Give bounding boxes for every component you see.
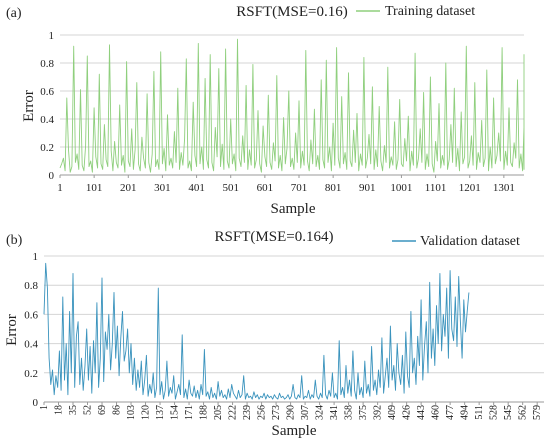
x-tick-label: 101: [86, 182, 103, 194]
x-tick-label: 171: [184, 405, 195, 420]
x-tick-label: 205: [213, 405, 224, 420]
x-tick-label: 273: [271, 405, 282, 420]
x-tick-label: 443: [416, 405, 427, 420]
chart-panel-a: (a) RSFT(MSE=0.16) Training dataset Erro…: [6, 4, 525, 217]
x-tick-label: 86: [112, 405, 123, 415]
x-tick-label: 1301: [493, 182, 515, 194]
x-tick-label: 103: [126, 405, 137, 420]
series-training: [59, 38, 525, 173]
x-tick-label: 901: [359, 182, 376, 194]
y-tick-label: 0.2: [40, 142, 54, 154]
panel-label-a: (a): [6, 6, 22, 21]
y-ticks-a: 0 0.2 0.4 0.6 0.8 1: [40, 30, 54, 182]
x-tick-label: 341: [329, 405, 340, 420]
x-tick-label: 35: [68, 405, 79, 415]
x-tick-label: 1001: [390, 182, 412, 194]
series-line: [43, 262, 470, 400]
x-tick-label: 562: [518, 405, 529, 420]
x-tick-label: 511: [474, 405, 485, 420]
grid-b: [44, 255, 544, 403]
x-tick-label: 1101: [425, 182, 447, 194]
series-line: [59, 38, 525, 173]
x-tick-label: 358: [344, 405, 355, 420]
legend-label-validation: Validation dataset: [420, 234, 520, 249]
x-tick-label: 477: [445, 405, 456, 420]
x-tick-label: 494: [460, 405, 471, 420]
series-validation: [43, 262, 470, 400]
x-tick-label: 324: [315, 405, 326, 420]
x-tick-label: 290: [286, 405, 297, 420]
legend-label-training: Training dataset: [385, 4, 475, 19]
x-tick-label: 137: [155, 405, 166, 420]
x-tick-label: 201: [120, 182, 137, 194]
y-tick-label: 0.6: [40, 86, 54, 98]
y-tick-label: 0.8: [40, 58, 54, 70]
x-tick-label: 409: [387, 405, 398, 420]
y-tick-label: 0.4: [24, 339, 38, 351]
x-tick-label: 501: [222, 182, 239, 194]
chart-title-a: RSFT(MSE=0.16): [236, 4, 347, 20]
y-tick-label: 0.6: [24, 309, 38, 321]
y-tick-label: 1: [33, 251, 39, 263]
y-tick-label: 1: [49, 30, 55, 42]
y-axis-label-b: Error: [4, 314, 20, 346]
x-tick-label: 52: [83, 405, 94, 415]
x-tick-label: 426: [402, 405, 413, 420]
x-tick-label: 69: [97, 405, 108, 415]
x-axis-label-b: Sample: [272, 423, 317, 439]
y-tick-label: 0.8: [24, 280, 38, 292]
y-ticks-b: 0 0.2 0.4 0.6 0.8 1: [24, 251, 38, 409]
y-tick-label: 0: [33, 397, 39, 409]
x-tick-label: 392: [373, 405, 384, 420]
y-tick-label: 0: [49, 170, 55, 182]
x-tick-label: 222: [228, 405, 239, 420]
x-ticks-a: 1 101 201 301 401 501 601 701 801 901 1001 1101 1201…: [57, 175, 515, 194]
x-tick-label: 460: [431, 405, 442, 420]
x-tick-label: 18: [54, 405, 65, 415]
x-tick-label: 601: [257, 182, 274, 194]
chart-title-b: RSFT(MSE=0.164): [215, 229, 334, 245]
x-tick-label: 256: [257, 405, 268, 420]
y-tick-label: 0.2: [24, 368, 38, 380]
x-tick-label: 301: [154, 182, 171, 194]
x-tick-label: 579: [532, 405, 543, 420]
x-tick-label: 239: [242, 405, 253, 420]
x-tick-label: 1: [57, 182, 63, 194]
x-axis-label-a: Sample: [271, 201, 316, 217]
x-tick-label: 307: [300, 405, 311, 420]
x-tick-label: 528: [489, 405, 500, 420]
x-tick-label: 120: [141, 405, 152, 420]
x-tick-label: 1201: [459, 182, 481, 194]
x-tick-label: 375: [358, 405, 369, 420]
x-tick-label: 701: [291, 182, 308, 194]
chart-panel-b: (b) RSFT(MSE=0.164) Validation dataset E…: [4, 229, 544, 439]
x-tick-label: 1: [39, 405, 50, 410]
x-tick-label: 188: [199, 405, 210, 420]
x-tick-label: 801: [325, 182, 342, 194]
x-ticks-b: 1 18 35 52 69 86 103 120 137 154 171 188 205 222 239 25…: [39, 402, 543, 420]
x-tick-label: 154: [170, 405, 181, 420]
panel-label-b: (b): [6, 233, 23, 248]
y-axis-label-a: Error: [21, 90, 37, 122]
x-tick-label: 401: [188, 182, 205, 194]
y-tick-label: 0.4: [40, 114, 54, 126]
x-tick-label: 545: [503, 405, 514, 420]
